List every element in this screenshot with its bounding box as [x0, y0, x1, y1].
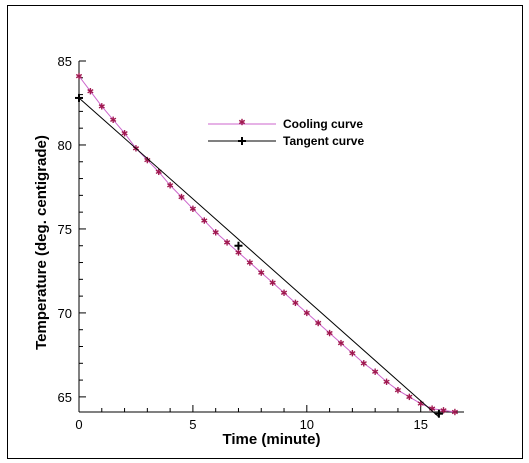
axes: 0 5 10 15 65 70 75 80 85 [58, 54, 464, 432]
star-marker [280, 289, 288, 296]
star-marker [326, 329, 333, 337]
x-axis-label: Time (minute) [222, 431, 320, 448]
star-marker [212, 229, 219, 236]
plus-marker [234, 241, 243, 250]
y-axis-label: Temperature (deg. centigrade) [33, 135, 50, 350]
star-marker [303, 309, 310, 317]
legend-label: Cooling curve [283, 117, 363, 131]
star-marker [189, 205, 197, 212]
star-marker [451, 408, 459, 416]
star-marker [246, 259, 253, 266]
star-marker [372, 368, 379, 375]
series-tangent-curve [75, 93, 443, 418]
star-marker [178, 193, 185, 201]
x-tick-label: 0 [75, 417, 82, 432]
plus-marker [434, 409, 443, 418]
y-tick-label: 65 [58, 390, 72, 405]
y-tick-label: 70 [58, 306, 72, 321]
x-tick-label: 5 [189, 417, 196, 432]
cooling-curve-line [78, 75, 455, 413]
star-marker [235, 249, 242, 256]
star-marker [315, 319, 322, 327]
star-marker [440, 407, 447, 414]
star-marker [360, 360, 367, 367]
y-tick-label: 80 [58, 138, 72, 153]
plus-marker [75, 93, 83, 102]
y-tick-label: 85 [58, 54, 72, 69]
legend: Cooling curve Tangent curve [208, 117, 364, 148]
star-marker [292, 299, 299, 307]
star-marker [201, 217, 208, 224]
star-marker [394, 386, 402, 394]
star-marker [269, 279, 276, 286]
star-marker [238, 118, 246, 126]
star-marker [349, 350, 356, 357]
legend-entry-cooling-curve: Cooling curve [208, 117, 363, 131]
star-marker [223, 239, 231, 246]
plus-marker [238, 137, 246, 145]
star-marker [121, 130, 128, 137]
star-marker [110, 116, 117, 123]
y-tick-label: 75 [58, 222, 72, 237]
star-marker [258, 269, 265, 276]
star-marker [87, 88, 94, 95]
tangent-curve-line [78, 97, 440, 418]
series-cooling-curve [75, 72, 459, 416]
star-marker [75, 72, 83, 80]
legend-label: Tangent curve [283, 134, 364, 148]
star-marker [167, 182, 174, 189]
line-chart: 0 5 10 15 65 70 75 80 85 Cooling curve Tangent cu… [33, 54, 464, 448]
star-marker [383, 378, 390, 385]
star-marker [406, 393, 413, 401]
star-marker [98, 103, 105, 110]
x-tick-label: 15 [413, 417, 427, 432]
x-tick-label: 10 [300, 417, 314, 432]
chart-frame: 0 5 10 15 65 70 75 80 85 Cooling curve Tangent cu… [7, 5, 523, 459]
legend-entry-tangent-curve: Tangent curve [208, 134, 364, 148]
series-layer [75, 72, 459, 418]
star-marker [337, 339, 345, 347]
